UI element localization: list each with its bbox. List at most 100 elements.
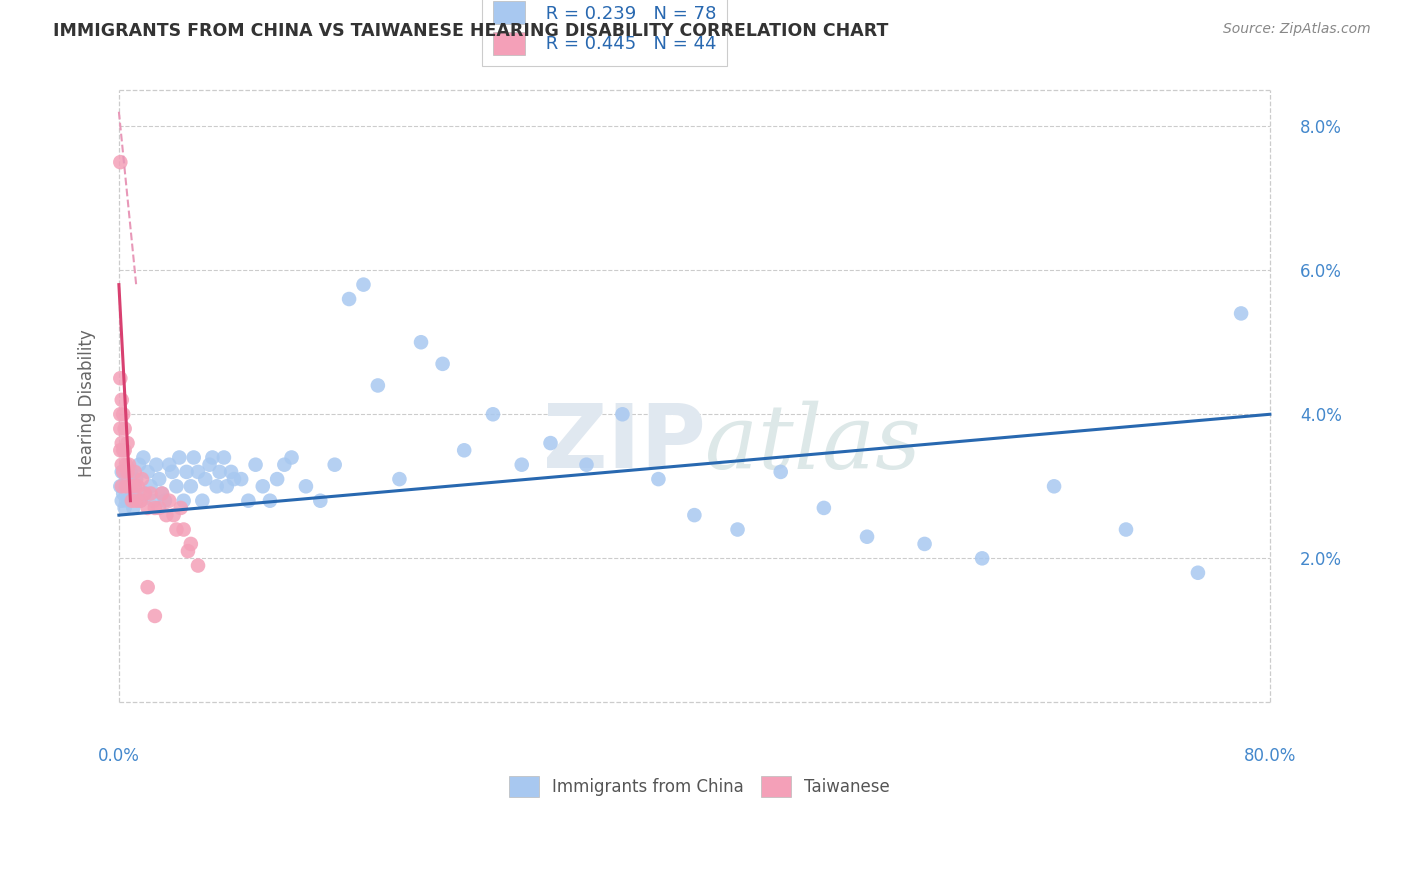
Point — [231, 472, 253, 486]
Point — [813, 500, 835, 515]
Point — [252, 479, 274, 493]
Point — [157, 458, 180, 472]
Point — [177, 544, 200, 558]
Text: atlas: atlas — [706, 401, 921, 487]
Point — [139, 486, 162, 500]
Point — [122, 479, 145, 493]
Point — [145, 458, 167, 472]
Point — [612, 407, 634, 421]
Point — [1230, 306, 1253, 320]
Point — [114, 443, 136, 458]
Point — [165, 523, 187, 537]
Point — [170, 500, 193, 515]
Point — [187, 558, 209, 573]
Point — [117, 436, 139, 450]
Point — [129, 493, 152, 508]
Point — [131, 472, 153, 486]
Point — [112, 486, 135, 500]
Point — [117, 493, 139, 508]
Point — [769, 465, 792, 479]
Point — [273, 458, 295, 472]
Point — [110, 407, 132, 421]
Point — [323, 458, 346, 472]
Point — [118, 458, 141, 472]
Point — [134, 486, 156, 500]
Point — [180, 537, 202, 551]
Point — [115, 472, 138, 486]
Point — [150, 486, 173, 500]
Point — [148, 500, 170, 515]
Point — [238, 493, 260, 508]
Point — [124, 479, 146, 493]
Point — [198, 458, 221, 472]
Point — [136, 465, 159, 479]
Point — [165, 479, 187, 493]
Point — [1115, 523, 1137, 537]
Point — [727, 523, 749, 537]
Point — [176, 465, 198, 479]
Point — [125, 472, 148, 486]
Point — [142, 493, 165, 508]
Point — [173, 523, 195, 537]
Point — [134, 486, 156, 500]
Point — [208, 465, 231, 479]
Point — [388, 472, 411, 486]
Point — [259, 493, 281, 508]
Legend: Immigrants from China, Taiwanese: Immigrants from China, Taiwanese — [502, 769, 897, 804]
Point — [191, 493, 214, 508]
Point — [110, 479, 132, 493]
Point — [1187, 566, 1209, 580]
Point — [160, 465, 183, 479]
Point — [115, 458, 138, 472]
Point — [205, 479, 228, 493]
Text: IMMIGRANTS FROM CHINA VS TAIWANESE HEARING DISABILITY CORRELATION CHART: IMMIGRANTS FROM CHINA VS TAIWANESE HEARI… — [53, 22, 889, 40]
Point — [111, 392, 134, 407]
Point — [245, 458, 267, 472]
Point — [114, 500, 136, 515]
Point — [117, 465, 139, 479]
Point — [121, 486, 143, 500]
Point — [112, 465, 135, 479]
Point — [856, 530, 879, 544]
Point — [169, 450, 191, 465]
Point — [683, 508, 706, 522]
Point — [111, 479, 134, 493]
Point — [510, 458, 533, 472]
Point — [127, 479, 149, 493]
Point — [150, 486, 173, 500]
Point — [183, 450, 205, 465]
Point — [575, 458, 598, 472]
Point — [173, 493, 195, 508]
Text: Source: ZipAtlas.com: Source: ZipAtlas.com — [1223, 22, 1371, 37]
Point — [367, 378, 389, 392]
Point — [122, 500, 145, 515]
Point — [432, 357, 454, 371]
Point — [110, 422, 132, 436]
Point — [143, 500, 166, 515]
Point — [115, 479, 138, 493]
Point — [121, 493, 143, 508]
Point — [153, 493, 176, 508]
Point — [219, 465, 242, 479]
Point — [266, 472, 288, 486]
Point — [148, 472, 170, 486]
Point — [111, 465, 134, 479]
Point — [129, 493, 152, 508]
Point — [212, 450, 235, 465]
Point — [409, 335, 432, 350]
Point — [120, 465, 142, 479]
Point — [482, 407, 505, 421]
Point — [112, 443, 135, 458]
Point — [215, 479, 238, 493]
Y-axis label: Hearing Disability: Hearing Disability — [79, 330, 96, 477]
Point — [110, 155, 132, 169]
Point — [110, 443, 132, 458]
Point — [295, 479, 318, 493]
Point — [111, 458, 134, 472]
Point — [124, 465, 146, 479]
Point — [155, 508, 177, 522]
Point — [194, 472, 217, 486]
Point — [162, 508, 184, 522]
Point — [114, 422, 136, 436]
Point — [136, 500, 159, 515]
